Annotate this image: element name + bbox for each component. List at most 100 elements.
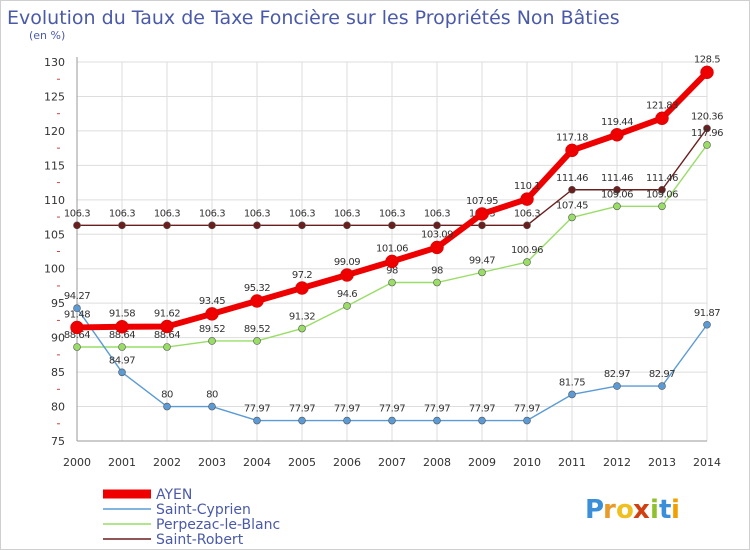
x-tick-label: 2004 [243, 456, 271, 469]
x-tick-label: 2006 [333, 456, 361, 469]
y-tick-label: 105 [44, 228, 65, 241]
data-label: 101.06 [376, 243, 408, 254]
data-point [253, 221, 261, 230]
logo-letter: t [659, 495, 671, 525]
data-label: 100.96 [511, 245, 543, 256]
x-tick-label: 2013 [648, 456, 676, 469]
chart-title: Evolution du Taux de Taxe Foncière sur l… [7, 7, 620, 29]
data-point [340, 268, 354, 282]
data-label: 106.3 [424, 208, 450, 219]
y-tick-label: 80 [51, 401, 65, 414]
y-tick-label: 110 [44, 194, 65, 207]
data-label: 91.48 [64, 309, 90, 320]
data-label: 111.46 [601, 173, 633, 184]
data-point [613, 202, 621, 211]
y-tick-label: 95 [51, 297, 65, 310]
data-label: 106.3 [334, 208, 360, 219]
data-point [208, 402, 216, 411]
data-label: 117.18 [556, 132, 588, 143]
data-point [658, 382, 666, 390]
data-point [658, 202, 666, 211]
data-point [70, 320, 84, 335]
data-point [613, 382, 621, 390]
data-label: 106.3 [514, 208, 540, 219]
data-point [655, 111, 669, 126]
logo-letter: o [616, 495, 634, 525]
logo-letter: r [603, 495, 616, 525]
data-point [388, 221, 396, 230]
data-point [118, 368, 126, 377]
data-label: 77.97 [469, 404, 495, 415]
data-label: 77.97 [379, 404, 405, 415]
x-tick-label: 2014 [693, 456, 721, 469]
data-point [73, 343, 81, 351]
series-saint-cyprien: 94.27 84.97 80 80 77.97 77.97 77.97 77.97 77.97 7… [64, 291, 721, 425]
data-label: 128.5 [694, 54, 720, 65]
data-label: 98 [431, 266, 443, 277]
plot-area: 75 80 85 90 95 100 105 110 115 120 125 130 2000 2001 2… [44, 54, 724, 469]
data-point [703, 124, 711, 133]
x-tick-label: 2002 [153, 456, 181, 469]
x-tick-label: 2005 [288, 456, 316, 469]
data-label: 93.45 [199, 296, 225, 307]
data-point [250, 294, 264, 308]
data-label: 94.6 [337, 289, 357, 300]
data-label: 120.36 [691, 111, 723, 122]
logo-letter: i [650, 495, 659, 525]
data-point [118, 343, 126, 351]
data-point [163, 402, 171, 411]
data-point [478, 221, 486, 230]
data-label: 106.3 [244, 208, 270, 219]
data-label: 99.09 [334, 257, 360, 268]
legend-label: Perpezac-le-Blanc [156, 517, 280, 533]
data-label: 91.87 [694, 308, 720, 319]
data-label: 91.62 [154, 308, 180, 319]
data-label: 111.46 [646, 173, 678, 184]
data-label: 111.46 [556, 173, 588, 184]
data-point [253, 416, 261, 425]
data-label: 91.58 [109, 309, 135, 320]
data-label: 98 [386, 266, 398, 277]
data-label: 89.52 [199, 324, 225, 335]
data-label: 89.52 [244, 324, 270, 335]
data-point [433, 278, 441, 287]
data-label: 77.97 [424, 404, 450, 415]
data-point [118, 221, 126, 230]
x-tick-label: 2000 [63, 456, 91, 469]
data-point [523, 221, 531, 230]
data-point [295, 281, 309, 295]
data-label: 109.06 [646, 189, 678, 200]
data-label: 94.27 [64, 291, 90, 302]
x-tick-label: 2012 [603, 456, 631, 469]
data-label: 117.96 [691, 128, 723, 139]
data-point [343, 221, 351, 230]
data-point [388, 416, 396, 425]
data-point [433, 416, 441, 425]
data-point [565, 143, 579, 158]
data-point [430, 240, 444, 255]
y-tick-label: 100 [44, 263, 65, 276]
y-tick-label: 75 [51, 435, 65, 448]
data-label: 106.3 [64, 208, 90, 219]
data-label: 91.32 [289, 312, 315, 323]
data-label: 81.75 [559, 377, 585, 388]
logo-letter: i [671, 495, 680, 525]
data-point [298, 324, 306, 333]
x-tick-label: 2011 [558, 456, 586, 469]
data-label: 77.97 [244, 404, 270, 415]
logo-letter: P [585, 495, 604, 525]
data-label: 106.3 [154, 208, 180, 219]
x-tick-label: 2007 [378, 456, 406, 469]
data-label: 110.1 [514, 181, 540, 192]
data-label: 107.45 [556, 200, 588, 211]
data-point [208, 221, 216, 230]
data-point [478, 268, 486, 277]
x-tick-label: 2009 [468, 456, 496, 469]
data-point [523, 416, 531, 425]
data-point [703, 141, 711, 149]
y-tick-label: 130 [44, 56, 65, 69]
data-label: 106.3 [199, 208, 225, 219]
data-label: 77.97 [334, 404, 360, 415]
